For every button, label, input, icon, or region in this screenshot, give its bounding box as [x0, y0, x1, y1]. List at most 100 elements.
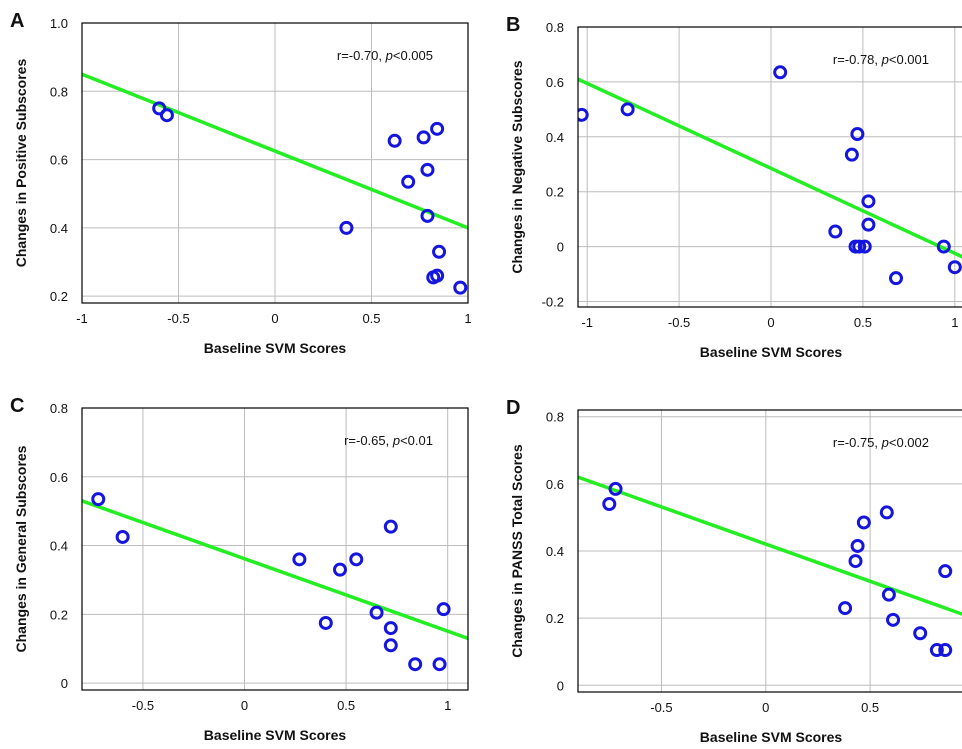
data-point — [159, 108, 174, 123]
data-point — [938, 564, 953, 579]
y-tick-label: 0.8 — [546, 410, 564, 425]
data-point — [383, 638, 398, 653]
x-tick-label: 0 — [767, 315, 774, 330]
data-point — [383, 519, 398, 534]
y-tick-label: 0.6 — [50, 153, 68, 168]
plot-frame — [577, 409, 962, 693]
y-tick-label: 0 — [557, 240, 564, 255]
data-point — [929, 643, 944, 658]
panel-d: -0.5 0 0.5 0 0.2 0.4 0.6 0.8 r=-0.75, p<0.002 Bas… — [506, 397, 962, 745]
x-tick-label: -1 — [581, 315, 593, 330]
data-point — [432, 657, 447, 672]
data-point — [383, 621, 398, 636]
x-tick-label: 0.5 — [362, 311, 380, 326]
data-point — [844, 147, 859, 162]
data-point — [848, 554, 863, 569]
data-point — [850, 538, 865, 553]
data-point — [420, 208, 435, 223]
x-tick-label: -0.5 — [668, 315, 690, 330]
x-tick-label: 1 — [464, 311, 471, 326]
data-point — [318, 615, 333, 630]
data-point — [620, 102, 635, 117]
data-point — [453, 280, 468, 295]
data-point — [152, 101, 167, 116]
data-point — [416, 130, 431, 145]
correlation-annotation: r=-0.75, p<0.002 — [833, 435, 929, 450]
plot-frame — [81, 407, 469, 691]
data-point — [339, 220, 354, 235]
y-tick-label: 0 — [557, 678, 564, 693]
y-axis-title: Changes in Positive Subscores — [13, 59, 29, 268]
data-point — [401, 174, 416, 189]
data-point — [861, 217, 876, 232]
data-point — [369, 605, 384, 620]
panel-letter: C — [10, 395, 24, 417]
regression-line — [82, 499, 468, 641]
data-point — [430, 268, 445, 283]
x-tick-label: 0.5 — [337, 698, 355, 713]
x-axis-title: Baseline SVM Scores — [700, 729, 843, 745]
y-tick-label: 0.2 — [50, 607, 68, 622]
correlation-annotation: r=-0.78, p<0.001 — [833, 52, 929, 67]
plot-frame — [577, 26, 962, 308]
data-point — [578, 107, 589, 122]
y-axis-title: Changes in General Subscores — [13, 445, 29, 652]
data-point — [292, 552, 307, 567]
data-point — [349, 552, 364, 567]
data-point — [913, 626, 928, 641]
x-tick-label: -0.5 — [132, 698, 154, 713]
y-tick-label: 0.2 — [50, 289, 68, 304]
y-tick-label: 0.6 — [50, 470, 68, 485]
data-point — [861, 194, 876, 209]
x-axis-title: Baseline SVM Scores — [700, 344, 843, 360]
data-point — [947, 260, 962, 275]
panel-letter: D — [506, 397, 520, 419]
y-tick-label: 0.2 — [546, 611, 564, 626]
x-tick-label: 0 — [241, 698, 248, 713]
data-point — [936, 239, 951, 254]
y-axis-title: Changes in Negative Subscores — [509, 60, 525, 273]
data-point — [432, 244, 447, 259]
data-point — [602, 497, 617, 511]
data-point — [879, 505, 894, 520]
x-tick-label: 1 — [951, 315, 958, 330]
data-point — [828, 224, 843, 239]
data-point — [888, 271, 903, 286]
regression-line — [578, 77, 962, 259]
data-point — [91, 492, 106, 507]
plot-frame — [81, 22, 469, 304]
data-point — [773, 65, 788, 80]
x-tick-label: -1 — [76, 311, 88, 326]
regression-line — [578, 475, 962, 616]
y-tick-label: 1.0 — [50, 16, 68, 31]
data-point — [115, 529, 130, 544]
data-point — [430, 121, 445, 136]
y-tick-label: 0.4 — [546, 544, 564, 559]
x-tick-label: -0.5 — [167, 311, 189, 326]
y-tick-label: 0.2 — [546, 185, 564, 200]
data-point — [886, 612, 901, 627]
y-tick-label: -0.2 — [542, 295, 564, 310]
data-point — [420, 162, 435, 177]
y-tick-label: 0 — [61, 676, 68, 691]
y-tick-label: 0.4 — [546, 130, 564, 145]
data-point — [333, 562, 348, 577]
data-point — [408, 657, 423, 672]
data-point — [938, 643, 953, 658]
panel-c: -0.5 0 0.5 1 0 0.2 0.4 0.6 0.8 r=-0.65, p<0.01 Bas… — [10, 395, 469, 743]
data-point — [838, 601, 853, 616]
x-axis-title: Baseline SVM Scores — [204, 727, 347, 743]
data-point — [856, 515, 871, 530]
x-axis-title: Baseline SVM Scores — [204, 340, 347, 356]
data-point — [608, 481, 623, 496]
correlation-annotation: r=-0.65, p<0.01 — [344, 433, 433, 448]
data-point — [387, 133, 402, 148]
y-tick-label: 0.8 — [50, 401, 68, 416]
data-point — [852, 239, 867, 254]
panel-a: -1 -0.5 0 0.5 1 0.2 0.4 0.6 0.8 1.0 r=-0.70, p<0.0… — [10, 10, 472, 356]
data-point — [857, 239, 872, 254]
y-tick-label: 0.4 — [50, 221, 68, 236]
panel-letter: B — [506, 14, 520, 36]
panel-b: -1 -0.5 0 0.5 1 -0.2 0 0.2 0.4 0.6 0.8 r=-0.78, p<0… — [506, 14, 962, 360]
